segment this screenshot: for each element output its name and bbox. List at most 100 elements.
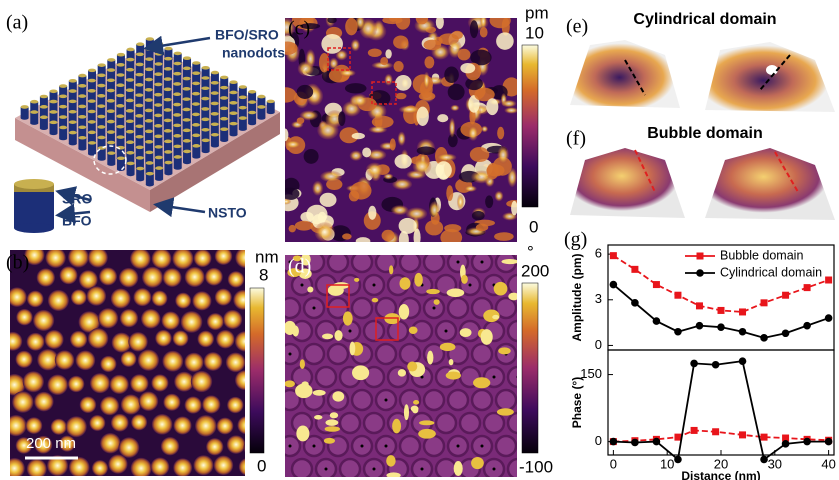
texture-blob — [494, 232, 514, 241]
nanodot-top — [135, 104, 143, 108]
nanodot-base — [21, 116, 29, 120]
afm-dot — [197, 331, 214, 348]
nanodot-top — [211, 122, 219, 126]
nanodot-base — [69, 142, 77, 146]
switched-domain — [473, 377, 490, 388]
nanodot-top — [97, 94, 105, 98]
texture-blob — [350, 182, 371, 200]
texture-blob — [437, 114, 448, 122]
colorbar — [522, 283, 538, 453]
nanodot-top — [136, 167, 144, 171]
afm-dot — [99, 267, 117, 285]
afm-dot — [120, 309, 138, 327]
panel-label: (e) — [566, 16, 588, 38]
nanodot-top — [97, 104, 105, 108]
y-tick-label: 6 — [595, 246, 602, 261]
x-tick-label: 0 — [610, 456, 617, 471]
nanodot-top — [88, 89, 96, 93]
nanodot-top — [97, 84, 105, 88]
nanodot-top — [164, 57, 172, 61]
domain-core — [385, 445, 388, 448]
series-line — [613, 430, 828, 441]
nanodot-top — [183, 108, 191, 112]
switched-domain — [454, 461, 463, 476]
afm-dot — [173, 416, 191, 434]
afm-dot — [226, 352, 246, 372]
nanodot-top — [49, 110, 57, 114]
nanodot-top — [146, 172, 154, 176]
domain-ring — [460, 413, 480, 433]
nanodot-top — [145, 130, 153, 134]
afm-dot — [155, 330, 172, 347]
texture-blob — [368, 48, 382, 57]
domain-ring — [388, 367, 408, 387]
domain-ring — [436, 459, 456, 479]
afm-dot — [206, 438, 223, 455]
afm-dot — [33, 310, 54, 331]
texture-blob — [306, 205, 327, 224]
texture-blob — [470, 147, 489, 162]
nanodot-base — [98, 157, 106, 161]
texture-blob — [486, 164, 504, 176]
afm-dot — [227, 435, 246, 454]
nanodot-top — [173, 82, 181, 86]
texture-blob — [450, 105, 459, 111]
marker — [803, 322, 811, 330]
afm-dot — [119, 437, 140, 458]
domain-ring — [304, 344, 324, 364]
afm-dot — [223, 310, 242, 329]
texture-blob — [382, 16, 402, 24]
texture-blob — [464, 185, 477, 191]
afm-dot — [100, 396, 119, 415]
nanodot-top — [116, 114, 124, 118]
y-tick-label: 0 — [595, 433, 602, 448]
afm-dot — [163, 394, 180, 411]
nanodot-top — [107, 68, 115, 72]
nanodot-top — [164, 98, 172, 102]
nanodot-top — [211, 81, 219, 85]
domain-core — [481, 445, 484, 448]
afm-dot — [207, 313, 224, 330]
nanodot-top — [183, 56, 191, 60]
marker — [825, 277, 832, 284]
afm-dot — [239, 458, 257, 476]
afm-dot — [48, 290, 69, 311]
nanodot-top — [117, 156, 125, 160]
afm-dot — [131, 458, 152, 479]
afm-dot — [128, 332, 148, 352]
afm-dot — [152, 290, 168, 306]
nanodot-top — [59, 84, 67, 88]
texture-blob — [440, 229, 462, 246]
texture-blob — [504, 107, 518, 114]
domain-ring — [400, 344, 420, 364]
texture-blob — [480, 14, 487, 29]
domain-ring — [496, 390, 516, 410]
afm-dot — [185, 267, 205, 287]
nanodot-top — [173, 92, 181, 96]
afm-dot — [23, 371, 44, 392]
switched-domain — [418, 429, 436, 439]
afm-dot — [87, 286, 107, 306]
marker — [825, 438, 833, 446]
afm-dot — [216, 330, 235, 349]
switched-domain — [434, 299, 440, 305]
texture-blob — [452, 31, 463, 39]
nanodot-top — [229, 91, 237, 95]
marker — [782, 329, 790, 337]
switched-domain — [449, 359, 454, 365]
texture-blob — [352, 133, 365, 139]
texture-blob — [395, 154, 412, 168]
nanodot-top — [107, 78, 115, 82]
nanodot-top — [88, 131, 96, 135]
nanodot-top — [164, 161, 172, 165]
x-tick-label: 10 — [660, 456, 674, 471]
marker — [691, 427, 698, 434]
marker — [696, 322, 704, 330]
nanodot-top — [173, 103, 181, 107]
nanodot-top — [69, 89, 77, 93]
nanodot-top — [107, 141, 115, 145]
afm-dot — [228, 271, 245, 288]
texture-blob — [449, 118, 455, 137]
marker — [739, 431, 746, 438]
marker — [696, 302, 703, 309]
